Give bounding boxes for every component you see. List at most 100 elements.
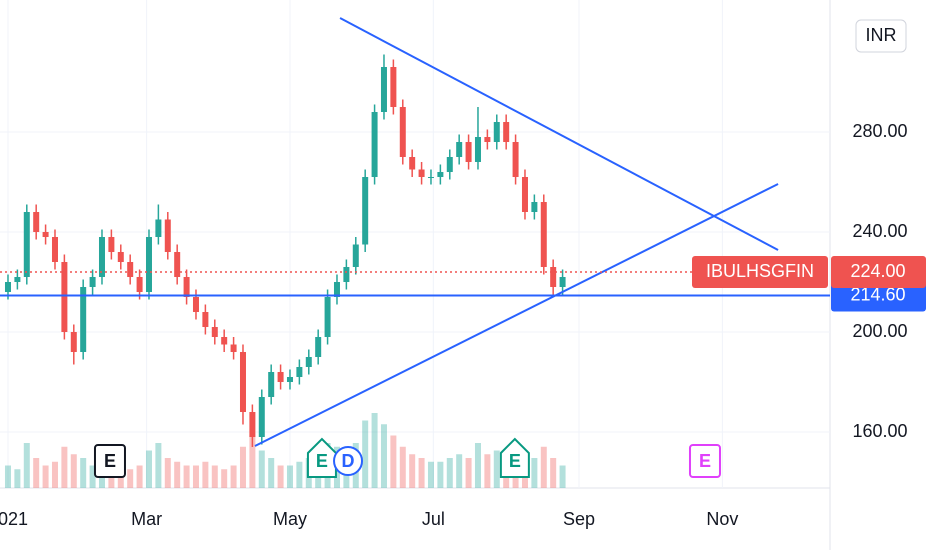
candle-body — [80, 287, 87, 352]
candle-body — [23, 212, 30, 277]
candle-body — [380, 67, 387, 112]
candle-body — [343, 267, 350, 282]
volume-bar — [390, 435, 397, 488]
candle-body — [296, 367, 303, 377]
volume-bar — [230, 465, 237, 488]
volume-bar — [89, 465, 96, 488]
candle-body — [371, 112, 378, 177]
volume-bar — [192, 465, 199, 488]
volume-bar — [155, 443, 162, 488]
volume-bar — [14, 469, 21, 488]
x-tick-label: Nov — [706, 509, 738, 529]
event-label: E — [316, 451, 328, 471]
candle-body — [465, 142, 472, 162]
volume-bar — [127, 469, 134, 488]
candle-body — [42, 232, 49, 237]
candle-body — [521, 177, 528, 212]
volume-bar — [559, 465, 566, 488]
currency-button — [855, 19, 907, 53]
candle-body — [550, 267, 557, 287]
volume-bar — [145, 450, 152, 488]
candle-body — [540, 202, 547, 267]
candle-body — [559, 277, 566, 287]
candle-body — [437, 172, 444, 177]
candle-body — [268, 372, 275, 397]
candle-body — [4, 282, 11, 292]
candle-body — [324, 297, 331, 337]
volume-bar — [446, 458, 453, 488]
candle-body — [108, 237, 115, 252]
candle-body — [315, 337, 322, 357]
event-badge — [688, 444, 721, 478]
candle-body — [512, 142, 519, 177]
y-tick-label: 160.00 — [852, 421, 907, 441]
candle-body — [277, 372, 284, 382]
volume-bar — [249, 435, 256, 488]
y-tick-label: 200.00 — [852, 321, 907, 341]
symbol-badge — [692, 256, 828, 288]
candle-body — [446, 157, 453, 172]
price-label: 224.00 — [850, 261, 905, 281]
price-label: 214.60 — [850, 284, 905, 304]
volume-bar — [286, 465, 293, 488]
volume-bar — [493, 450, 500, 488]
volume-bar — [258, 450, 265, 488]
volume-bar — [33, 458, 40, 488]
volume-bar — [268, 458, 275, 488]
candle-body — [211, 327, 218, 337]
candle-body — [362, 177, 369, 245]
candle-body — [70, 332, 77, 352]
volume-bar — [465, 458, 472, 488]
candle-body — [249, 412, 256, 437]
candle-body — [183, 277, 190, 297]
event-label: E — [104, 451, 116, 471]
candle-body — [202, 312, 209, 327]
candle-body — [239, 352, 246, 412]
candle-body — [409, 157, 416, 170]
volume-bar — [409, 454, 416, 488]
candle-body — [286, 377, 293, 382]
volume-bar — [80, 458, 87, 488]
trend-line — [254, 183, 779, 447]
price-badge — [831, 256, 926, 288]
candle-body — [174, 252, 181, 277]
x-tick-label: 2021 — [0, 509, 28, 529]
candle-body — [192, 297, 199, 312]
x-tick-label: Jul — [422, 509, 445, 529]
candle-body — [531, 202, 538, 212]
volume-bar — [4, 465, 11, 488]
candle-body — [493, 122, 500, 142]
volume-bar — [540, 446, 547, 488]
volume-bar — [437, 461, 444, 488]
event-badge — [333, 446, 364, 476]
volume-bar — [239, 446, 246, 488]
y-tick-label: 280.00 — [852, 121, 907, 141]
candle-body — [305, 357, 312, 367]
event-badge — [93, 444, 126, 478]
volume-bar — [23, 443, 30, 488]
candle-body — [117, 252, 124, 262]
event-label: E — [509, 451, 521, 471]
volume-bar — [164, 458, 171, 488]
candle-body — [427, 177, 434, 178]
candle-body — [484, 137, 491, 142]
candle-body — [418, 169, 425, 177]
volume-bar — [136, 465, 143, 488]
volume-bar — [474, 443, 481, 488]
candle-body — [474, 137, 481, 162]
volume-bar — [427, 461, 434, 488]
candle-body — [155, 219, 162, 237]
volume-bar — [70, 454, 77, 488]
volume-bar — [42, 465, 49, 488]
candle-body — [258, 397, 265, 437]
volume-bar — [550, 458, 557, 488]
volume-bar — [277, 465, 284, 488]
volume-bar — [484, 454, 491, 488]
y-tick-label: 240.00 — [852, 221, 907, 241]
candle-body — [221, 337, 228, 345]
candle-body — [127, 262, 134, 277]
candle-body — [352, 244, 359, 267]
volume-bar — [418, 458, 425, 488]
candle-body — [390, 67, 397, 107]
